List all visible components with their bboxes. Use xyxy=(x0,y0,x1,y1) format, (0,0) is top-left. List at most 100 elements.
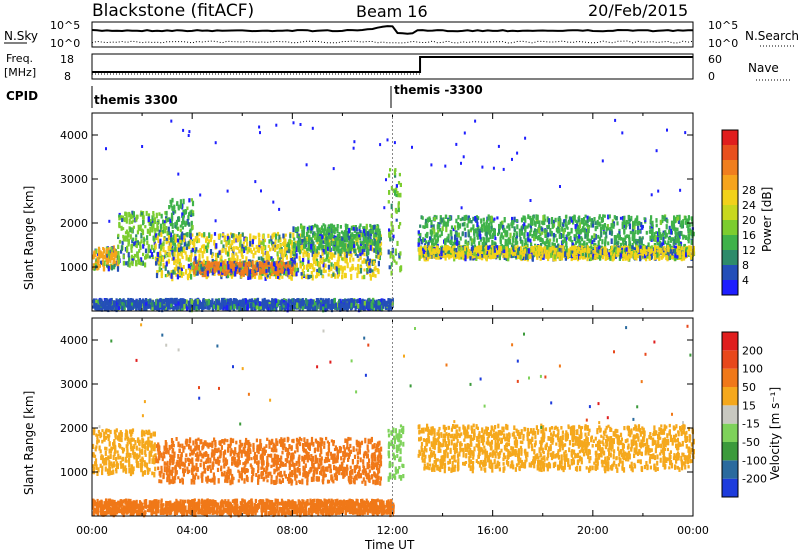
heatmap-cell xyxy=(198,266,201,271)
heatmap-cell xyxy=(239,239,242,244)
heatmap-cell xyxy=(550,219,553,225)
heatmap-cell xyxy=(295,262,298,268)
heatmap-cell xyxy=(172,241,175,245)
heatmap-cell xyxy=(367,264,370,269)
heatmap-cell xyxy=(141,260,144,266)
heatmap-cell xyxy=(361,249,364,255)
heatmap-cell xyxy=(569,250,572,255)
heatmap-cell xyxy=(191,266,194,272)
heatmap-cell xyxy=(171,223,174,229)
heatmap-cell xyxy=(350,240,353,246)
heatmap-cell xyxy=(670,249,673,253)
heatmap-cell xyxy=(369,275,372,281)
heatmap-cell xyxy=(275,233,278,240)
heatmap-cell xyxy=(632,250,635,257)
heatmap-cell xyxy=(478,231,481,237)
heatmap-cell xyxy=(458,247,461,253)
heatmap-cell xyxy=(180,267,183,271)
heatmap-cell xyxy=(549,228,552,234)
heatmap-cell xyxy=(296,267,299,272)
heatmap-cell xyxy=(634,238,637,245)
heatmap-cell xyxy=(337,251,340,258)
heatmap-cell xyxy=(136,252,139,259)
heatmap-cell xyxy=(159,238,162,245)
heatmap-cell xyxy=(220,259,223,265)
heatmap-cell xyxy=(332,225,335,232)
heatmap-cell xyxy=(584,233,587,239)
heatmap-cell xyxy=(313,250,316,255)
heatmap-cell xyxy=(246,261,249,267)
heatmap-cell xyxy=(206,260,209,267)
heatmap-cell xyxy=(337,261,340,267)
heatmap-cell xyxy=(523,253,526,257)
heatmap-cell xyxy=(609,226,612,231)
heatmap-cell xyxy=(198,257,201,264)
heatmap-cell xyxy=(145,210,148,216)
heatmap-cell xyxy=(176,274,179,280)
heatmap-cell xyxy=(593,238,596,243)
heatmap-cell xyxy=(156,258,159,262)
heatmap-cell xyxy=(399,251,402,256)
heatmap-cell xyxy=(499,250,502,257)
heatmap-cell xyxy=(287,242,290,249)
heatmap-cell xyxy=(298,236,301,242)
heatmap-cell xyxy=(397,181,401,185)
heatmap-cell xyxy=(445,237,448,243)
heatmap-cell xyxy=(299,263,302,269)
heatmap-cell xyxy=(96,256,99,262)
heatmap-cell xyxy=(433,234,436,240)
heatmap-cell xyxy=(671,255,674,260)
heatmap-cell xyxy=(644,254,647,259)
heatmap-cell xyxy=(631,245,634,249)
heatmap-cell xyxy=(350,253,353,258)
heatmap-cell xyxy=(292,259,295,265)
heatmap-cell xyxy=(238,232,241,236)
heatmap-cell xyxy=(267,253,270,260)
heatmap-cell xyxy=(572,248,575,254)
heatmap-cell xyxy=(443,245,447,251)
heatmap-cell xyxy=(228,261,231,268)
heatmap-cell xyxy=(174,237,177,243)
heatmap-cell xyxy=(572,220,575,225)
heatmap-cell xyxy=(252,235,255,241)
heatmap-cell xyxy=(353,247,356,253)
heatmap-cell xyxy=(558,218,562,223)
heatmap-cell xyxy=(122,254,125,259)
heatmap-cell xyxy=(427,252,430,257)
heatmap-cell xyxy=(390,262,393,267)
heatmap-cell xyxy=(519,237,522,241)
heatmap-cell xyxy=(560,247,563,254)
heatmap-cell xyxy=(452,248,455,252)
heatmap-cell xyxy=(150,244,153,250)
heatmap-cell xyxy=(656,237,659,242)
heatmap-cell xyxy=(305,275,308,279)
heatmap-cell xyxy=(354,267,357,271)
heatmap-cell xyxy=(444,255,447,261)
heatmap-cell xyxy=(290,275,293,281)
nsearch-label: N.Search xyxy=(745,29,799,43)
heatmap-cell xyxy=(95,248,98,254)
heatmap-cell xyxy=(357,268,360,273)
heatmap-cell xyxy=(445,214,448,218)
heatmap-cell xyxy=(628,246,631,250)
heatmap-cell xyxy=(136,230,139,235)
heatmap-cell xyxy=(251,242,254,248)
heatmap-cell xyxy=(106,258,109,264)
heatmap-cell xyxy=(165,210,168,216)
heatmap-cell xyxy=(275,260,278,264)
heatmap-cell xyxy=(140,262,143,266)
heatmap-cell xyxy=(428,236,432,241)
heatmap-cell xyxy=(103,260,106,267)
heatmap-cell xyxy=(92,266,95,271)
heatmap-cell xyxy=(359,240,362,244)
heatmap-cell xyxy=(671,252,674,256)
heatmap-cell xyxy=(262,246,265,250)
heatmap-cell xyxy=(139,227,142,232)
heatmap-cell xyxy=(359,252,362,256)
heatmap-cell xyxy=(318,227,321,233)
heatmap-cell xyxy=(253,265,256,269)
heatmap-cell xyxy=(655,223,658,228)
heatmap-cell xyxy=(573,234,576,239)
heatmap-cell xyxy=(254,264,257,269)
heatmap-cell xyxy=(159,244,163,251)
